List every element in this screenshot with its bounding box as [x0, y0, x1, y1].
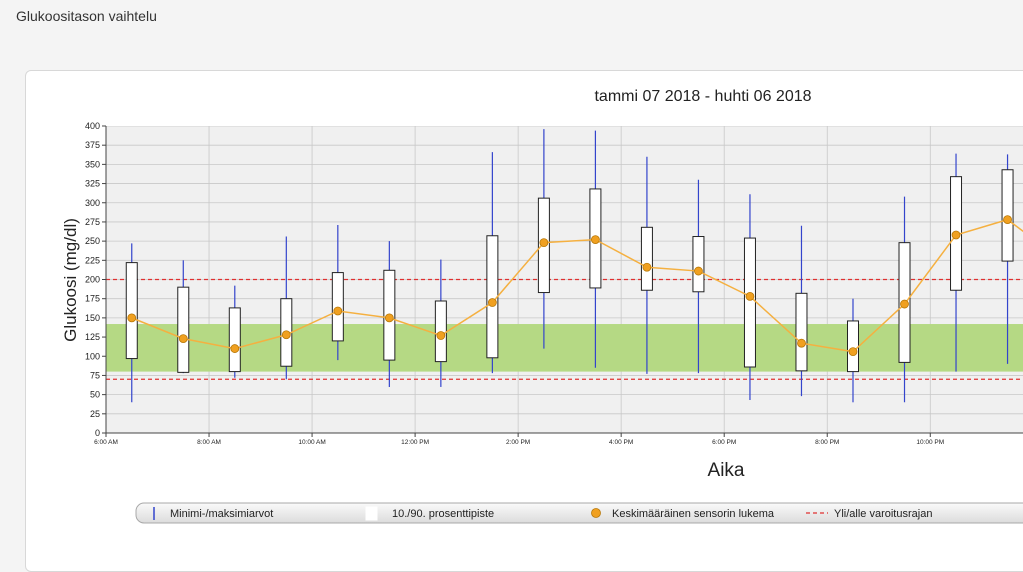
- legend-box: [135, 502, 1023, 524]
- percentile-box: [486, 235, 499, 359]
- mean-point: [951, 230, 961, 240]
- legend-threshold-label: Yli/alle varoitusrajan: [834, 508, 932, 520]
- y-tick-label: 200: [85, 275, 100, 285]
- y-tick-label: 175: [85, 294, 100, 304]
- mean-point: [178, 334, 188, 343]
- legend-percentile-swatch: [365, 506, 378, 521]
- y-tick-label: 350: [85, 159, 100, 169]
- target-range-band: [106, 324, 1023, 372]
- mean-point: [436, 331, 446, 340]
- mean-point: [487, 298, 497, 307]
- x-tick-label: 12:00 PM: [401, 439, 429, 446]
- y-tick-label: 300: [85, 198, 100, 208]
- legend-mean-swatch: [591, 508, 601, 518]
- percentile-box: [743, 237, 756, 368]
- mean-point: [127, 313, 137, 323]
- y-tick-label: 125: [85, 332, 100, 342]
- percentile-box: [125, 262, 138, 360]
- y-tick-label: 400: [85, 121, 100, 131]
- y-axis-title: Glukoosi (mg/dl): [61, 218, 80, 342]
- mean-point: [694, 266, 703, 276]
- percentile-box: [228, 307, 241, 373]
- mean-point: [1003, 215, 1012, 225]
- y-tick-label: 250: [85, 236, 100, 246]
- mean-point: [230, 344, 240, 353]
- x-tick-label: 6:00 PM: [712, 439, 736, 446]
- y-tick-label: 375: [85, 140, 100, 150]
- legend-percentile-label: 10./90. prosenttipiste: [392, 508, 494, 520]
- mean-point: [745, 291, 755, 301]
- y-tick-label: 275: [85, 217, 100, 227]
- y-tick-label: 25: [90, 409, 100, 419]
- mean-point: [281, 330, 291, 340]
- mean-point: [797, 338, 806, 348]
- percentile-box: [846, 320, 859, 373]
- x-tick-label: 6:00 AM: [94, 439, 118, 446]
- y-tick-label: 325: [85, 179, 100, 189]
- mean-point: [900, 299, 909, 309]
- x-tick-label: 8:00 PM: [815, 439, 839, 446]
- legend: Minimi-/maksimiarvot 10./90. prosenttipi…: [135, 502, 1023, 524]
- x-tick-label: 10:00 PM: [916, 439, 944, 446]
- mean-point: [642, 262, 652, 272]
- mean-point: [539, 238, 549, 248]
- percentile-box: [692, 236, 705, 293]
- y-tick-label: 0: [95, 428, 100, 438]
- chart-title: tammi 07 2018 - huhti 06 2018: [594, 88, 811, 105]
- x-tick-label: 8:00 AM: [197, 439, 221, 446]
- legend-mean-label: Keskimääräinen sensorin lukema: [612, 508, 775, 520]
- mean-point: [591, 235, 600, 244]
- y-tick-label: 75: [90, 370, 100, 380]
- percentile-box: [640, 226, 653, 291]
- mean-point: [848, 347, 858, 357]
- x-tick-label: 10:00 AM: [298, 439, 325, 446]
- y-tick-label: 150: [85, 313, 100, 323]
- y-tick-label: 50: [90, 390, 100, 400]
- y-tick-label: 225: [85, 255, 100, 265]
- mean-point: [333, 306, 343, 316]
- legend-minmax-label: Minimi-/maksimiarvot: [170, 508, 273, 520]
- x-tick-label: 4:00 PM: [609, 439, 633, 446]
- percentile-box: [177, 286, 190, 373]
- x-tick-label: 2:00 PM: [506, 439, 530, 446]
- y-tick-label: 100: [85, 351, 100, 361]
- page-title: Glukoositason vaihtelu: [16, 8, 157, 24]
- glucose-chart: tammi 07 2018 - huhti 06 2018 Glukoosi (…: [61, 88, 1023, 524]
- x-axis-title: Aika: [708, 460, 745, 481]
- mean-point: [384, 313, 394, 323]
- percentile-box: [795, 292, 808, 372]
